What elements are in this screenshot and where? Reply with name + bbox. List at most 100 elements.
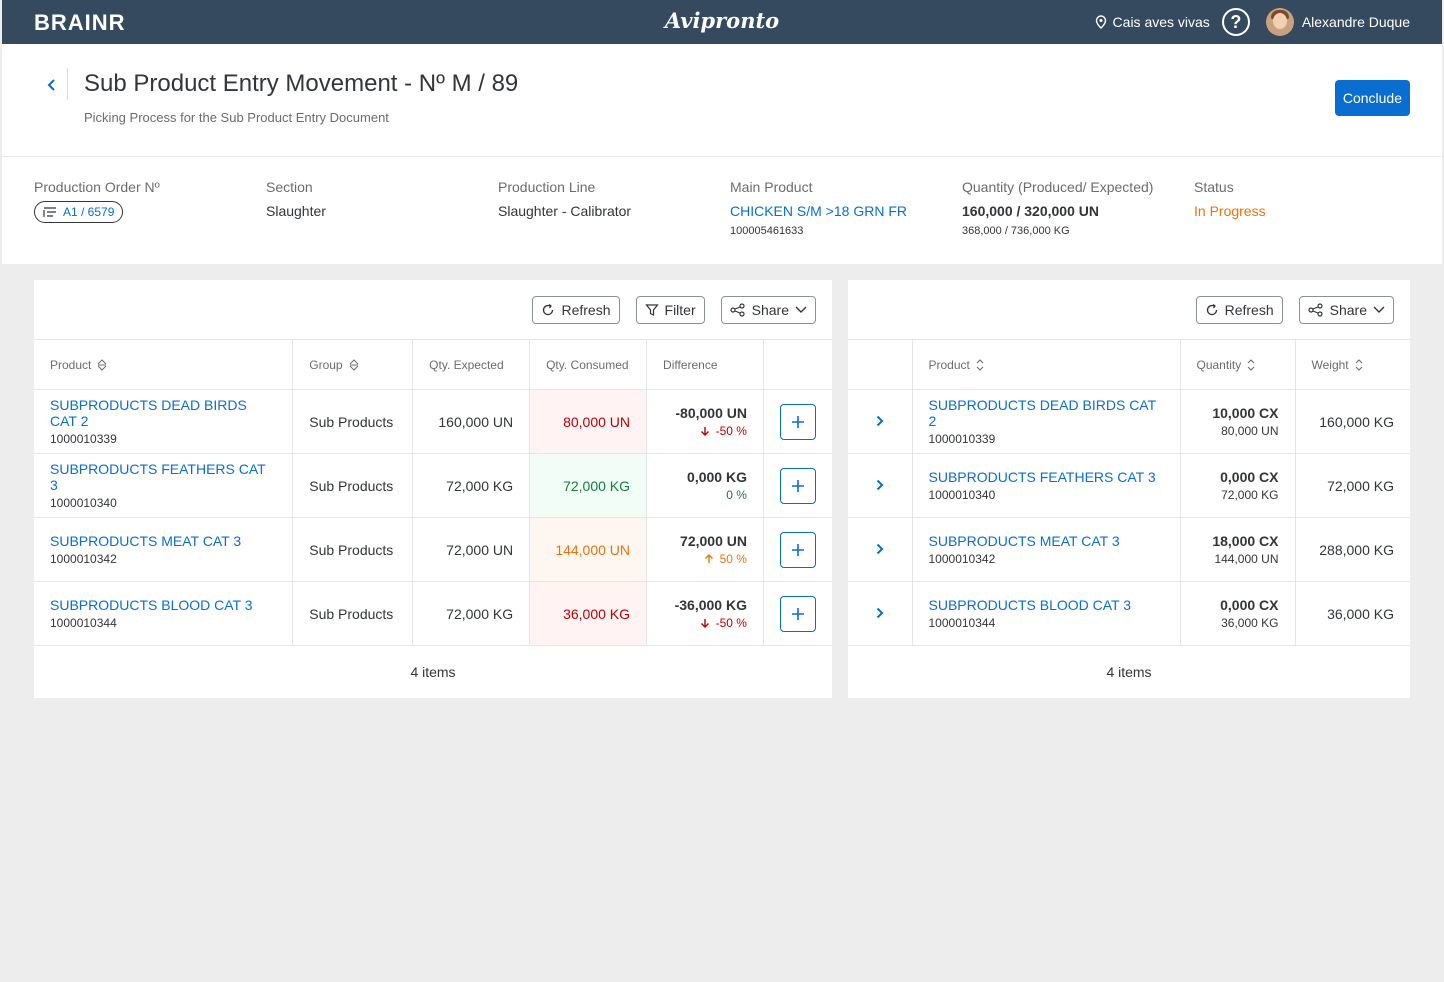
col-qty-expected: Qty. Expected <box>412 339 531 390</box>
difference-percent-value: -50 % <box>715 424 747 438</box>
expand-cell[interactable] <box>848 389 913 454</box>
refresh-button[interactable]: Refresh <box>532 296 620 324</box>
product-link[interactable]: SUBPRODUCTS BLOOD CAT 3 <box>50 597 253 613</box>
col-group[interactable]: Group <box>292 339 414 390</box>
quantity-value: 0,000 CX <box>1220 597 1279 613</box>
refresh-label: Refresh <box>1224 302 1274 318</box>
difference-value: 72,000 UN <box>680 533 747 549</box>
avatar[interactable] <box>1265 8 1294 36</box>
difference-percent-value: 0 % <box>726 488 747 502</box>
col-difference: Difference <box>646 339 764 390</box>
chevron-down-icon <box>1373 306 1385 313</box>
qty-expected-cell: 72,000 KG <box>412 453 531 518</box>
table-row[interactable]: SUBPRODUCTS BLOOD CAT 3 1000010344 0,000 C… <box>848 581 1410 646</box>
product-link[interactable]: SUBPRODUCTS DEAD BIRDS CAT 2 <box>50 397 247 429</box>
expand-cell[interactable] <box>848 453 913 518</box>
page-header: Sub Product Entry Movement - Nº M / 89 P… <box>2 44 1442 156</box>
page-title: Sub Product Entry Movement - Nº M / 89 <box>84 70 519 97</box>
product-code: 1000010339 <box>50 432 117 446</box>
page-subtitle: Picking Process for the Sub Product Entr… <box>84 110 389 125</box>
qty-expected-cell: 72,000 KG <box>412 581 531 646</box>
add-button[interactable] <box>779 595 816 632</box>
quantity-label: Quantity (Produced/ Expected) <box>962 179 1154 195</box>
help-icon[interactable]: ? <box>1221 8 1250 36</box>
user-name[interactable]: Alexandre Duque <box>1301 14 1410 30</box>
difference-value: 0,000 KG <box>687 469 747 485</box>
difference-value: -36,000 KG <box>674 597 747 613</box>
quantity-sub: 144,000 UN <box>1214 552 1279 566</box>
attr-quantity: Quantity (Produced/ Expected) 160,000 / … <box>962 179 1153 237</box>
product-link[interactable]: SUBPRODUCTS BLOOD CAT 3 <box>928 597 1132 613</box>
quantity-cell: 0,000 CX 72,000 KG <box>1180 453 1296 518</box>
table-row[interactable]: SUBPRODUCTS DEAD BIRDS CAT 2 1000010339 10… <box>848 389 1410 454</box>
difference-percent: 0 % <box>663 488 747 502</box>
share-button[interactable]: Share <box>720 296 816 324</box>
product-link[interactable]: SUBPRODUCTS FEATHERS CAT 3 <box>928 469 1156 485</box>
arrow-down-icon <box>700 616 716 630</box>
left-toolbar: Refresh Filter Share <box>532 296 816 324</box>
consumption-table: Product Group Qty. Expected Qty. Consume… <box>34 339 832 646</box>
group-cell: Sub Products <box>292 581 414 646</box>
product-cell: SUBPRODUCTS MEAT CAT 3 1000010342 <box>34 517 294 582</box>
add-button[interactable] <box>779 403 816 440</box>
col-product[interactable]: Product <box>912 339 1181 390</box>
product-link[interactable]: SUBPRODUCTS MEAT CAT 3 <box>50 533 242 549</box>
chevron-right-icon <box>876 543 884 554</box>
brand-logo[interactable]: BRAINR <box>34 10 126 35</box>
left-table-footer: 4 items <box>410 664 456 680</box>
col-product[interactable]: Product <box>34 339 294 390</box>
right-toolbar: Refresh Share <box>1195 296 1394 324</box>
refresh-button[interactable]: Refresh <box>1195 296 1283 324</box>
table-row[interactable]: SUBPRODUCTS FEATHERS CAT 3 1000010340 0,00… <box>848 453 1410 518</box>
difference-percent: -50 % <box>663 424 747 438</box>
col-weight[interactable]: Weight <box>1295 339 1410 390</box>
product-code: 1000010342 <box>50 552 117 566</box>
location-selector[interactable]: Cais aves vivas <box>1095 14 1210 30</box>
filter-button[interactable]: Filter <box>635 296 705 324</box>
product-link[interactable]: SUBPRODUCTS MEAT CAT 3 <box>928 533 1120 549</box>
col-quantity[interactable]: Quantity <box>1180 339 1296 390</box>
list-icon <box>43 207 56 217</box>
quantity-value: 18,000 CX <box>1212 533 1279 549</box>
difference-percent-value: -50 % <box>715 616 747 630</box>
add-button[interactable] <box>779 531 816 568</box>
expand-cell[interactable] <box>848 517 913 582</box>
quantity-value: 160,000 / 320,000 UN <box>962 203 1099 219</box>
main-product-link[interactable]: CHICKEN S/M >18 GRN FR <box>730 203 907 219</box>
group-cell: Sub Products <box>292 517 414 582</box>
plus-icon <box>791 415 804 428</box>
add-button[interactable] <box>779 467 816 504</box>
production-line-label: Production Line <box>498 179 596 195</box>
table-row[interactable]: SUBPRODUCTS MEAT CAT 3 1000010342 18,000 C… <box>848 517 1410 582</box>
app-logo: Avipronto <box>664 8 780 33</box>
product-link[interactable]: SUBPRODUCTS DEAD BIRDS CAT 2 <box>928 397 1156 429</box>
picked-table: Product Quantity Weight SUBPRODUCTS DEAD… <box>848 339 1410 646</box>
difference-value: -80,000 UN <box>675 405 747 421</box>
difference-percent: -50 % <box>663 616 747 630</box>
conclude-button[interactable]: Conclude <box>1334 80 1410 116</box>
quantity-cell: 10,000 CX 80,000 UN <box>1180 389 1296 454</box>
main-product-label: Main Product <box>730 179 813 195</box>
refresh-icon <box>1206 303 1217 316</box>
product-code: 1000010344 <box>50 616 117 630</box>
picked-panel: Refresh Share Product Quantity Weight SU… <box>848 280 1410 698</box>
expand-cell[interactable] <box>848 581 913 646</box>
main-product-code: 100005461633 <box>730 225 804 237</box>
back-button[interactable] <box>40 74 62 96</box>
product-code: 1000010344 <box>928 616 996 630</box>
weight-cell: 72,000 KG <box>1295 453 1410 518</box>
qty-consumed-cell: 72,000 KG <box>529 453 648 518</box>
table-header-row: Product Group Qty. Expected Qty. Consume… <box>34 339 832 390</box>
attr-main-product: Main Product CHICKEN S/M >18 GRN FR 1000… <box>730 179 907 237</box>
share-button[interactable]: Share <box>1298 296 1394 324</box>
product-code: 1000010340 <box>928 488 996 502</box>
filter-label: Filter <box>664 302 696 318</box>
sort-icon <box>349 359 358 372</box>
object-header: Production Order Nº A1 / 6579 Section Sl… <box>2 156 1442 264</box>
refresh-icon <box>543 303 554 316</box>
col-qty-consumed: Qty. Consumed <box>529 339 648 390</box>
location-pin-icon <box>1095 15 1106 29</box>
product-link[interactable]: SUBPRODUCTS FEATHERS CAT 3 <box>50 461 266 493</box>
production-order-chip[interactable]: A1 / 6579 <box>34 201 124 223</box>
table-row: SUBPRODUCTS BLOOD CAT 3 1000010344 Sub Pro… <box>34 581 832 646</box>
